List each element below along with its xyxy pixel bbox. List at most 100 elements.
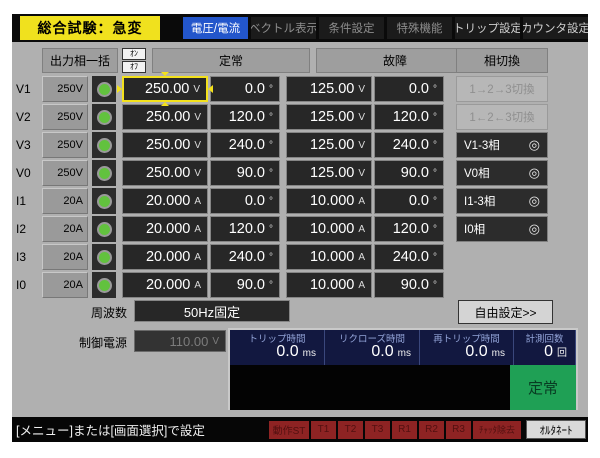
- fault-angle-cell[interactable]: 0.0 °: [374, 76, 444, 102]
- state-button[interactable]: 定常: [510, 365, 576, 410]
- value-text: 20.000: [145, 193, 191, 209]
- tab-special-function[interactable]: 特殊機能: [387, 17, 452, 39]
- phase-i0-button[interactable]: I0相 ◎: [456, 216, 548, 242]
- value-text: 90.0: [400, 165, 429, 181]
- output-enable-indicator[interactable]: [92, 160, 116, 186]
- unit-text: A: [358, 251, 365, 263]
- spacer: [16, 48, 42, 73]
- phase-i1-3-button[interactable]: I1-3相 ◎: [456, 188, 548, 214]
- range-button[interactable]: 250V: [42, 132, 88, 158]
- reclose-time-header: リクローズ時間: [338, 334, 406, 345]
- tab-counter-setting[interactable]: カウンタ設定: [523, 17, 588, 39]
- fault-value-cell[interactable]: 125.00 V: [286, 160, 372, 186]
- unit-text: V: [194, 111, 201, 123]
- steady-value-cell[interactable]: 20.000 A: [122, 272, 208, 298]
- steady-angle-cell[interactable]: 90.0 °: [210, 160, 280, 186]
- unit-text: V: [358, 167, 365, 179]
- steady-angle-cell[interactable]: 120.0 °: [210, 216, 280, 242]
- fault-angle-cell[interactable]: 0.0 °: [374, 188, 444, 214]
- range-button[interactable]: 20A: [42, 244, 88, 270]
- indicator-chatter-removal: ﾁｬｯﾀ除去: [473, 420, 521, 439]
- fault-value-cell[interactable]: 125.00 V: [286, 104, 372, 130]
- output-enable-indicator[interactable]: [92, 216, 116, 242]
- unit-text: A: [194, 195, 201, 207]
- fault-value-cell[interactable]: 125.00 V: [286, 76, 372, 102]
- steady-value-cell[interactable]: 250.00 V: [117, 72, 213, 106]
- tab-vector-display[interactable]: ベクトル表示: [251, 17, 316, 39]
- retrip-time-column: 再トリップ時間 0.0 ms: [420, 330, 514, 365]
- fault-column-header: 故障: [316, 48, 474, 73]
- value-text: 20.000: [145, 249, 191, 265]
- steady-angle-cell[interactable]: 240.0 °: [210, 132, 280, 158]
- value-text: 250.00: [145, 109, 191, 125]
- phase-cycle-backward-button: 1←2←3切換: [456, 104, 548, 130]
- steady-column-header: 定常: [152, 48, 310, 73]
- value-text: 110.00: [169, 333, 209, 349]
- indicator-t3: T3: [365, 420, 390, 439]
- range-button[interactable]: 20A: [42, 188, 88, 214]
- output-enable-indicator[interactable]: [92, 188, 116, 214]
- steady-angle-cell[interactable]: 90.0 °: [210, 272, 280, 298]
- value-text: 120.0: [228, 221, 265, 237]
- fault-value-cell[interactable]: 125.00 V: [286, 132, 372, 158]
- range-button[interactable]: 250V: [42, 104, 88, 130]
- channel-label: V1: [16, 82, 31, 96]
- unit-text: V: [194, 139, 201, 151]
- fault-angle-cell[interactable]: 240.0 °: [374, 244, 444, 270]
- unit-text: ms: [491, 348, 505, 359]
- range-button[interactable]: 250V: [42, 160, 88, 186]
- table-row: V2 250V 250.00 V 120.0 ° 125.00 V 120.0 °: [16, 104, 474, 130]
- output-enable-indicator[interactable]: [92, 244, 116, 270]
- value-text: 10.000: [309, 277, 355, 293]
- range-button[interactable]: 20A: [42, 216, 88, 242]
- range-button[interactable]: 250V: [42, 76, 88, 102]
- tab-voltage-current[interactable]: 電圧/電流: [183, 17, 248, 39]
- phase-v0-button[interactable]: V0相 ◎: [456, 160, 548, 186]
- tab-bar: 電圧/電流 ベクトル表示 条件設定 特殊機能 トリップ設定 カウンタ設定: [183, 17, 588, 39]
- steady-angle-cell[interactable]: 240.0 °: [210, 244, 280, 270]
- frequency-value[interactable]: 50Hz固定: [134, 300, 290, 322]
- control-power-value: 110.00 V: [134, 330, 226, 352]
- phase-v1-3-button[interactable]: V1-3相 ◎: [456, 132, 548, 158]
- fault-value-cell[interactable]: 10.000 A: [286, 216, 372, 242]
- steady-value-cell[interactable]: 20.000 A: [122, 188, 208, 214]
- steady-angle-cell[interactable]: 0.0 °: [210, 188, 280, 214]
- tab-trip-setting[interactable]: トリップ設定: [455, 17, 520, 39]
- unit-text: °: [433, 195, 437, 207]
- steady-value-cell[interactable]: 250.00 V: [122, 104, 208, 130]
- green-led-icon: [96, 109, 112, 125]
- selection-arrow: [161, 72, 169, 76]
- fault-angle-cell[interactable]: 90.0 °: [374, 272, 444, 298]
- unit-text: °: [269, 167, 273, 179]
- steady-value-cell[interactable]: 20.000 A: [122, 216, 208, 242]
- steady-value-cell[interactable]: 250.00 V: [122, 160, 208, 186]
- fault-angle-cell[interactable]: 120.0 °: [374, 104, 444, 130]
- fault-angle-cell[interactable]: 240.0 °: [374, 132, 444, 158]
- all-off-button[interactable]: ｵﾌ: [122, 61, 146, 73]
- fault-value-cell[interactable]: 10.000 A: [286, 272, 372, 298]
- output-enable-indicator[interactable]: [92, 76, 116, 102]
- steady-value-cell[interactable]: 20.000 A: [122, 244, 208, 270]
- double-circle-icon: ◎: [528, 137, 540, 152]
- fault-value-cell[interactable]: 10.000 A: [286, 188, 372, 214]
- fault-angle-cell[interactable]: 90.0 °: [374, 160, 444, 186]
- alternate-button[interactable]: ｵﾙﾀﾈｰﾄ: [526, 420, 586, 439]
- range-button[interactable]: 20A: [42, 272, 88, 298]
- all-on-button[interactable]: ｵﾝ: [122, 48, 146, 60]
- steady-value-cell[interactable]: 250.00 V: [122, 132, 208, 158]
- output-enable-indicator[interactable]: [92, 272, 116, 298]
- retrip-time-header: 再トリップ時間: [433, 334, 500, 345]
- value-text: 10.000: [309, 221, 355, 237]
- value-text: 0: [544, 343, 553, 360]
- tab-condition-setting[interactable]: 条件設定: [319, 17, 384, 39]
- fault-value-cell[interactable]: 10.000 A: [286, 244, 372, 270]
- output-enable-indicator[interactable]: [92, 104, 116, 130]
- free-setting-button[interactable]: 自由設定>>: [458, 300, 553, 324]
- value-text: 120.0: [392, 109, 429, 125]
- frequency-label: 周波数: [90, 306, 127, 320]
- output-enable-indicator[interactable]: [92, 132, 116, 158]
- unit-text: V: [358, 111, 365, 123]
- steady-angle-cell[interactable]: 120.0 °: [210, 104, 280, 130]
- fault-angle-cell[interactable]: 120.0 °: [374, 216, 444, 242]
- steady-angle-cell[interactable]: 0.0 °: [210, 76, 280, 102]
